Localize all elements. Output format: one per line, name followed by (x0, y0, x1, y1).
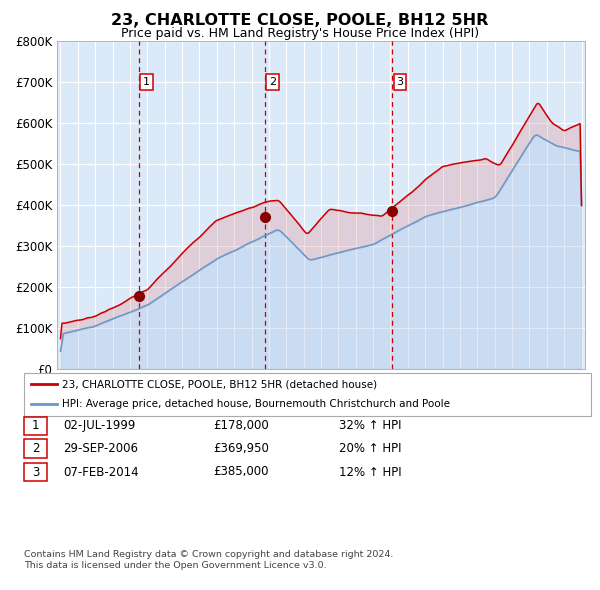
Text: £178,000: £178,000 (213, 419, 269, 432)
Text: HPI: Average price, detached house, Bournemouth Christchurch and Poole: HPI: Average price, detached house, Bour… (62, 399, 450, 408)
Text: 1: 1 (32, 419, 39, 432)
Text: 23, CHARLOTTE CLOSE, POOLE, BH12 5HR (detached house): 23, CHARLOTTE CLOSE, POOLE, BH12 5HR (de… (62, 379, 377, 389)
Text: 29-SEP-2006: 29-SEP-2006 (63, 442, 138, 455)
Text: £385,000: £385,000 (213, 466, 269, 478)
Text: 3: 3 (397, 77, 404, 87)
Text: 32% ↑ HPI: 32% ↑ HPI (339, 419, 401, 432)
Text: Price paid vs. HM Land Registry's House Price Index (HPI): Price paid vs. HM Land Registry's House … (121, 27, 479, 40)
Text: 23, CHARLOTTE CLOSE, POOLE, BH12 5HR: 23, CHARLOTTE CLOSE, POOLE, BH12 5HR (112, 13, 488, 28)
Text: 02-JUL-1999: 02-JUL-1999 (63, 419, 136, 432)
Text: 2: 2 (32, 442, 39, 455)
Text: 2: 2 (269, 77, 276, 87)
Text: £369,950: £369,950 (213, 442, 269, 455)
Text: 1: 1 (143, 77, 150, 87)
Text: 07-FEB-2014: 07-FEB-2014 (63, 466, 139, 478)
Text: 20% ↑ HPI: 20% ↑ HPI (339, 442, 401, 455)
Text: This data is licensed under the Open Government Licence v3.0.: This data is licensed under the Open Gov… (24, 560, 326, 569)
Text: 12% ↑ HPI: 12% ↑ HPI (339, 466, 401, 478)
Text: Contains HM Land Registry data © Crown copyright and database right 2024.: Contains HM Land Registry data © Crown c… (24, 550, 394, 559)
Text: 3: 3 (32, 466, 39, 478)
